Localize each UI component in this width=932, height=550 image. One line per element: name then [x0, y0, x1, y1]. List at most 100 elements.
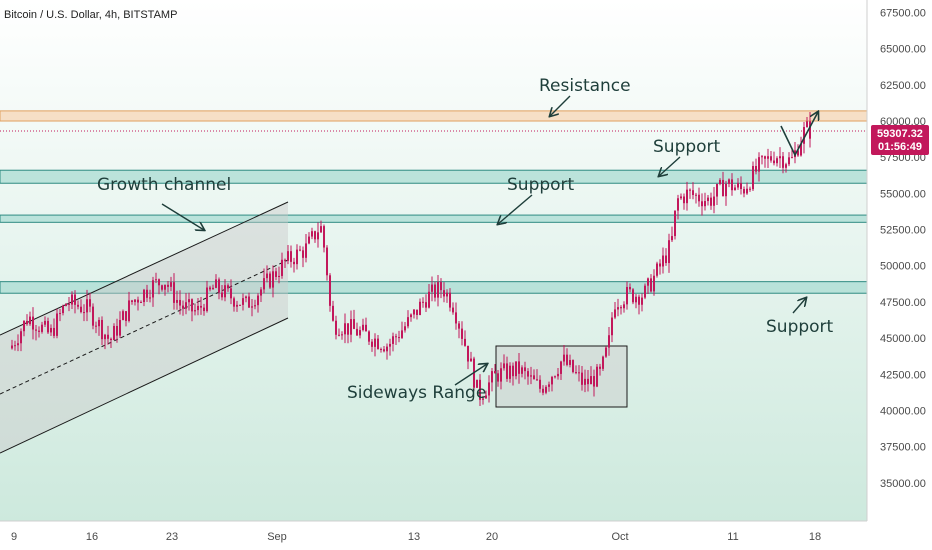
candle-body: [224, 285, 226, 298]
y-tick-label: 37500.00: [880, 442, 926, 454]
candle-body: [455, 312, 457, 324]
candle-body: [245, 296, 247, 299]
candle-body: [113, 325, 115, 341]
candle-body: [731, 179, 733, 191]
candle-body: [53, 327, 55, 336]
candle-body: [56, 313, 58, 336]
x-tick-label: 11: [727, 531, 738, 543]
candle-body: [701, 201, 703, 207]
candle-body: [641, 297, 643, 305]
candle-body: [692, 190, 694, 195]
candle-body: [464, 338, 466, 346]
y-tick-label: 45000.00: [880, 333, 926, 345]
candle-body: [503, 363, 505, 369]
candle-body: [719, 179, 721, 185]
candle-body: [302, 250, 304, 258]
candle-body: [161, 285, 163, 290]
candle-body: [62, 305, 64, 314]
candle-body: [341, 334, 343, 336]
candle-body: [152, 280, 154, 298]
annotation-support-mid: Support: [507, 175, 575, 195]
candle-body: [599, 366, 601, 369]
candle-body: [482, 398, 484, 400]
candle-body: [401, 330, 403, 338]
x-tick-label: 9: [11, 531, 17, 543]
candle-body: [452, 307, 454, 313]
candle-body: [389, 343, 391, 347]
candle-body: [140, 302, 142, 304]
y-axis-area[interactable]: [868, 0, 932, 550]
candle-body: [425, 302, 427, 308]
candle-body: [281, 259, 283, 276]
candle-body: [80, 306, 82, 313]
candle-body: [14, 345, 16, 347]
candle-body: [581, 372, 583, 385]
x-tick-label: Sep: [267, 531, 287, 543]
candle-body: [728, 179, 730, 184]
candle-body: [284, 259, 286, 261]
annotation-sideways-range: Sideways Range: [347, 383, 486, 403]
candle-body: [407, 317, 409, 327]
candle-body: [110, 338, 112, 341]
candle-body: [125, 311, 127, 321]
candle-body: [368, 331, 370, 342]
candle-body: [587, 378, 589, 385]
candle-body: [254, 305, 256, 307]
candle-body: [404, 326, 406, 331]
candle-body: [131, 300, 133, 302]
candle-body: [806, 121, 808, 128]
candle-body: [536, 379, 538, 381]
price-tag-box: [871, 125, 929, 156]
candle-body: [119, 319, 121, 336]
candles: [11, 112, 811, 406]
annotation-support-lower: Support: [766, 317, 834, 337]
candle-body: [677, 198, 679, 211]
candle-body: [248, 296, 250, 308]
candle-body: [371, 341, 373, 347]
candle-body: [614, 309, 616, 318]
candle-body: [530, 375, 532, 377]
candle-body: [29, 316, 31, 325]
candle-body: [644, 285, 646, 298]
candle-body: [380, 348, 382, 350]
arrow-sideways-range: [454, 364, 487, 386]
candle-body: [83, 312, 85, 314]
candle-body: [458, 323, 460, 329]
candle-body: [95, 325, 97, 327]
candle-body: [317, 232, 319, 240]
candle-body: [257, 295, 259, 306]
candle-body: [776, 158, 778, 164]
candle-body: [476, 379, 478, 388]
candle-body: [116, 325, 118, 336]
candle-body: [65, 303, 67, 306]
candle-body: [554, 376, 556, 378]
candle-body: [359, 330, 361, 336]
candle-body: [158, 279, 160, 286]
candle-body: [311, 231, 313, 237]
candle-body: [209, 287, 211, 290]
candle-body: [212, 287, 214, 290]
x-axis-area[interactable]: [0, 521, 867, 550]
candle-body: [566, 354, 568, 365]
candle-body: [323, 226, 325, 248]
candle-body: [620, 307, 622, 309]
support-zone-2: [0, 214, 868, 223]
y-tick-label: 65000.00: [880, 44, 926, 56]
candle-body: [746, 188, 748, 194]
candle-body: [485, 395, 487, 399]
candle-body: [266, 273, 268, 279]
candle-body: [635, 296, 637, 303]
candle-body: [413, 309, 415, 315]
candle-body: [446, 292, 448, 297]
candle-body: [188, 299, 190, 303]
candle-body: [314, 231, 316, 240]
candle-body: [515, 361, 517, 377]
candle-body: [665, 255, 667, 264]
candle-body: [539, 379, 541, 389]
candle-body: [350, 319, 352, 335]
candle-body: [356, 328, 358, 336]
candle-body: [11, 345, 13, 349]
candle-body: [542, 388, 544, 393]
candle-body: [77, 304, 79, 307]
